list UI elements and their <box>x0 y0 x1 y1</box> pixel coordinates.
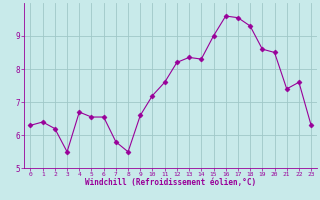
X-axis label: Windchill (Refroidissement éolien,°C): Windchill (Refroidissement éolien,°C) <box>85 178 256 187</box>
